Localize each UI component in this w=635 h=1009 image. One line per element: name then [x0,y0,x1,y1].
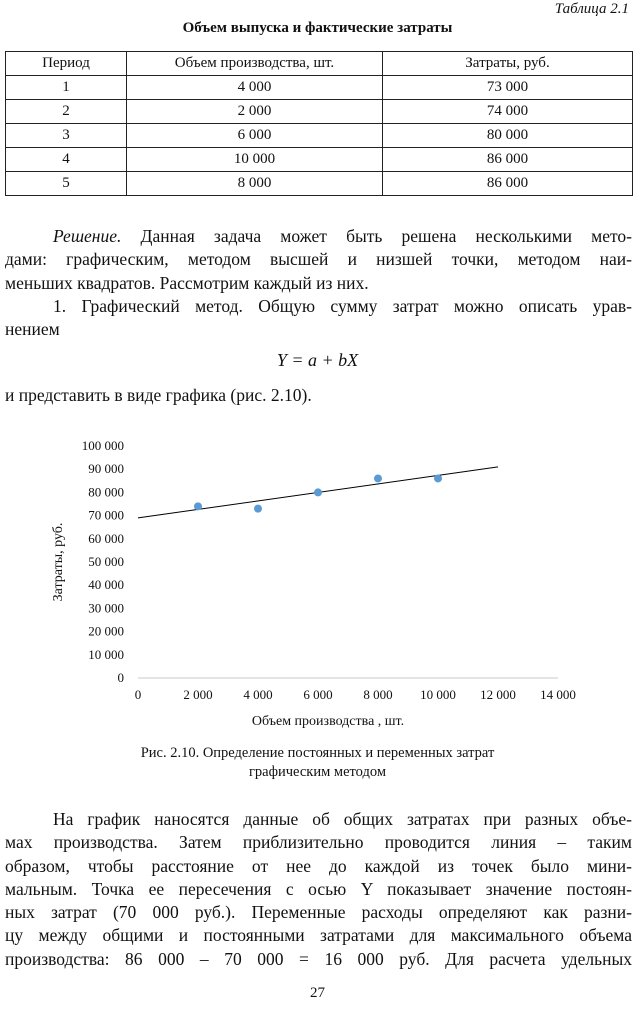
table-cell: 2 [5,99,127,124]
text-fragment: Данная задача может быть решена нескольк… [121,226,632,246]
data-point [374,474,382,483]
table-row: 2 2 000 74 000 [5,99,633,124]
data-point [194,502,202,511]
column-header: Объем производства, шт. [126,51,383,76]
x-tick-label: 12 000 [480,687,516,702]
solution-label: Решение. [53,226,122,246]
x-tick-label: 8 000 [363,687,392,702]
data-point [314,488,322,497]
table-cell: 5 [5,171,127,196]
body-paragraph: На график наносятся данные об общих затр… [5,808,632,971]
text-line: меньших квадратов. Рассмотрим каждый из … [5,272,369,293]
data-points [194,474,442,513]
y-axis-title: Затраты, руб. [51,523,66,602]
x-tick-label: 4 000 [243,687,272,702]
x-tick-label: 2 000 [183,687,212,702]
y-tick-label: 90 000 [88,461,124,476]
y-tick-label: 20 000 [88,624,124,639]
y-tick-label: 50 000 [88,554,124,569]
y-tick-label: 80 000 [88,484,124,499]
data-point [434,474,442,483]
table-label: Таблица 2.1 [554,1,629,17]
data-table: Период Объем производства, шт. Затраты, … [5,51,633,196]
table-row: 4 10 000 86 000 [5,147,633,172]
table-cell: 8 000 [126,171,383,196]
table-cell: 2 000 [126,99,383,124]
table-cell: 4 000 [126,75,383,100]
table-cell: 86 000 [382,147,633,172]
table-row: 1 4 000 73 000 [5,75,633,100]
y-tick-label: 10 000 [88,647,124,662]
data-point [254,504,262,513]
y-tick-label: 40 000 [88,577,124,592]
text-paragraph: и представить в виде графика (рис. 2.10)… [5,384,632,407]
x-tick-label: 0 [135,687,142,702]
table-header-row: Период Объем производства, шт. Затраты, … [5,51,633,76]
x-axis-title: Объем производства , шт. [252,714,404,729]
text-line: и представить в виде графика (рис. 2.10)… [5,385,312,405]
column-header: Затраты, руб. [382,51,633,76]
scatter-chart: 0 10 000 20 000 30 000 40 000 50 000 60 000 70 … [51,438,576,729]
text-line: мах производства. Затем приблизительно п… [5,832,632,853]
y-tick-label: 60 000 [88,531,124,546]
table-cell: 4 [5,147,127,172]
table-title: Объем выпуска и фактические затраты [182,20,453,36]
y-tick-label: 0 [118,670,125,685]
text-line: мальным. Точка ее пересечения с осью Y п… [5,878,632,899]
text-line: Решение. Данная задача может быть решена… [5,225,632,248]
caption-line: графическим методом [248,764,387,780]
solution-paragraph: Решение. Данная задача может быть решена… [5,225,632,341]
table-cell: 80 000 [382,123,633,148]
text-line: На график наносятся данные об общих затр… [53,809,632,829]
column-header: Период [5,51,127,76]
table-cell: 10 000 [126,147,383,172]
text-line: образом, чтобы расстояние от нее до кажд… [5,855,632,876]
table-row: 5 8 000 86 000 [5,171,633,196]
y-tick-label: 30 000 [88,600,124,615]
page-number: 27 [310,985,325,1001]
y-axis-ticks: 0 10 000 20 000 30 000 40 000 50 000 60 000 70 … [82,438,124,685]
table-cell: 86 000 [382,171,633,196]
text-line: 1. Графический метод. Общую сумму затрат… [53,295,632,316]
x-tick-label: 14 000 [540,687,576,702]
text-line: ных затрат (70 000 руб.). Переменные рас… [5,902,632,923]
y-tick-label: 70 000 [88,508,124,523]
table-cell: 6 000 [126,123,383,148]
table-cell: 1 [5,75,127,100]
table-cell: 73 000 [382,75,633,100]
table-cell: 3 [5,123,127,148]
caption-line: Рис. 2.10. Определение постоянных и пере… [140,745,495,761]
figure-caption: Рис. 2.10. Определение постоянных и пере… [0,744,635,782]
x-axis-ticks: 0 2 000 4 000 6 000 8 000 10 000 12 000 14 000 [135,687,576,702]
y-tick-label: 100 000 [82,438,124,453]
table-cell: 74 000 [382,99,633,124]
text-line: нением [5,319,60,340]
text-line: дами: графическим, методом высшей и низш… [5,249,632,270]
formula: Y = a + bX [276,350,359,370]
x-tick-label: 10 000 [420,687,456,702]
table-row: 3 6 000 80 000 [5,123,633,148]
text-line: цу между общими и постоянными затратами … [5,925,632,946]
x-tick-label: 6 000 [303,687,332,702]
text-line: производства: 86 000 – 70 000 = 16 000 р… [5,948,632,969]
